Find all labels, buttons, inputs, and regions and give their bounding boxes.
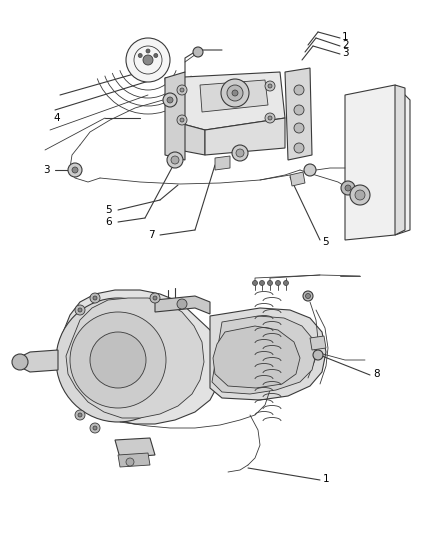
- Circle shape: [163, 93, 177, 107]
- Polygon shape: [395, 85, 405, 235]
- Circle shape: [232, 145, 248, 161]
- Circle shape: [78, 308, 82, 312]
- Circle shape: [305, 294, 311, 298]
- Circle shape: [78, 413, 82, 417]
- Circle shape: [259, 280, 265, 286]
- Circle shape: [93, 296, 97, 300]
- Circle shape: [355, 190, 365, 200]
- Circle shape: [180, 118, 184, 122]
- Circle shape: [350, 185, 370, 205]
- Circle shape: [268, 280, 272, 286]
- Circle shape: [177, 85, 187, 95]
- Circle shape: [93, 426, 97, 430]
- Circle shape: [90, 332, 146, 388]
- Circle shape: [221, 79, 249, 107]
- Circle shape: [146, 49, 150, 53]
- Polygon shape: [213, 326, 300, 388]
- Circle shape: [177, 299, 187, 309]
- Polygon shape: [285, 68, 312, 160]
- Circle shape: [56, 298, 180, 422]
- Circle shape: [252, 280, 258, 286]
- Polygon shape: [168, 120, 205, 155]
- Polygon shape: [118, 453, 150, 467]
- Polygon shape: [66, 298, 204, 418]
- Circle shape: [227, 85, 243, 101]
- Circle shape: [177, 115, 187, 125]
- Circle shape: [265, 81, 275, 91]
- Text: 1: 1: [323, 474, 330, 484]
- Circle shape: [68, 163, 82, 177]
- Polygon shape: [212, 316, 316, 394]
- Polygon shape: [290, 172, 305, 186]
- Circle shape: [138, 53, 142, 58]
- Circle shape: [126, 458, 134, 466]
- Polygon shape: [215, 156, 230, 170]
- Polygon shape: [210, 308, 326, 400]
- Circle shape: [313, 350, 323, 360]
- Polygon shape: [155, 296, 210, 314]
- Text: 2: 2: [342, 40, 349, 50]
- Polygon shape: [165, 72, 285, 130]
- Polygon shape: [115, 438, 155, 458]
- Circle shape: [304, 164, 316, 176]
- Circle shape: [303, 291, 313, 301]
- Circle shape: [236, 149, 244, 157]
- Text: 7: 7: [148, 230, 155, 240]
- Circle shape: [294, 105, 304, 115]
- Circle shape: [232, 90, 238, 96]
- Circle shape: [153, 296, 157, 300]
- Circle shape: [154, 53, 158, 58]
- Polygon shape: [18, 350, 58, 372]
- Circle shape: [70, 312, 166, 408]
- Circle shape: [294, 85, 304, 95]
- Polygon shape: [165, 72, 185, 160]
- Text: 5: 5: [106, 205, 112, 215]
- Circle shape: [180, 88, 184, 92]
- Circle shape: [150, 293, 160, 303]
- Polygon shape: [200, 80, 268, 112]
- Circle shape: [265, 113, 275, 123]
- Polygon shape: [310, 336, 326, 350]
- Polygon shape: [58, 290, 222, 424]
- Circle shape: [126, 38, 170, 82]
- Circle shape: [167, 97, 173, 103]
- Circle shape: [345, 185, 351, 191]
- Circle shape: [294, 123, 304, 133]
- Circle shape: [283, 280, 289, 286]
- Polygon shape: [345, 85, 410, 240]
- Circle shape: [167, 152, 183, 168]
- Text: 3: 3: [342, 48, 349, 58]
- Circle shape: [75, 410, 85, 420]
- Text: 3: 3: [43, 165, 50, 175]
- Circle shape: [90, 293, 100, 303]
- Text: 6: 6: [106, 217, 112, 227]
- Circle shape: [276, 280, 280, 286]
- Circle shape: [341, 181, 355, 195]
- Polygon shape: [205, 118, 285, 155]
- Circle shape: [72, 167, 78, 173]
- Circle shape: [294, 143, 304, 153]
- Text: 5: 5: [322, 237, 328, 247]
- Circle shape: [143, 55, 153, 65]
- Circle shape: [171, 156, 179, 164]
- Text: 1: 1: [342, 32, 349, 42]
- Circle shape: [268, 84, 272, 88]
- Text: 8: 8: [373, 369, 380, 379]
- Circle shape: [268, 116, 272, 120]
- Circle shape: [12, 354, 28, 370]
- Circle shape: [193, 47, 203, 57]
- Text: 4: 4: [53, 113, 60, 123]
- Circle shape: [75, 305, 85, 315]
- Circle shape: [90, 423, 100, 433]
